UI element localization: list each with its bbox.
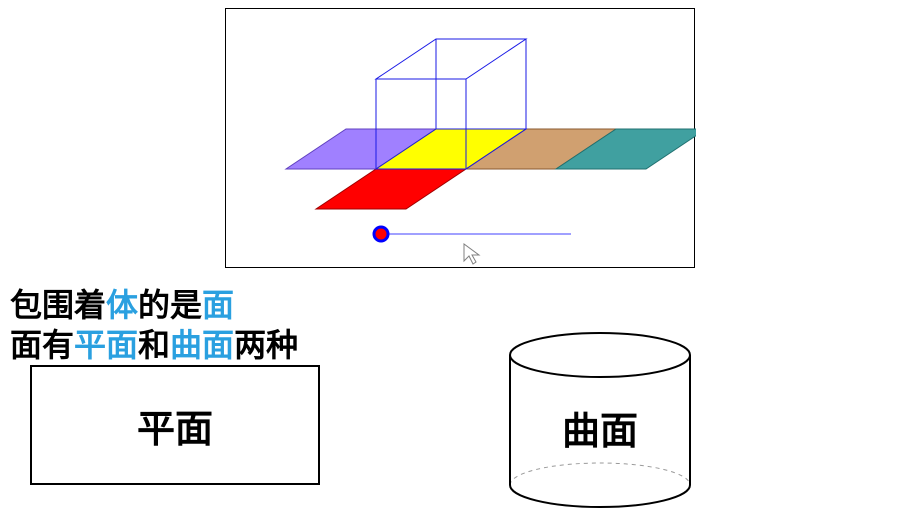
flat-plane-box: 平面 [30,365,320,485]
marker-dot-outer [374,227,388,241]
caption-seg: 和 [138,327,170,363]
caption-seg: 的是 [138,287,202,323]
top-figure-frame [225,8,695,268]
cylinder-shape: 曲面 [500,330,700,510]
flat-plane-label: 平面 [137,398,213,453]
panel-front [316,169,466,209]
caption-seg: 曲面 [170,327,234,363]
caption-line-2: 面有平面和曲面两种 [10,320,298,366]
cylinder-label: 曲面 [500,400,700,455]
caption-seg: 平面 [74,327,138,363]
caption-seg: 两种 [234,327,298,363]
caption-seg: 包围着 [10,287,106,323]
cursor-icon [464,244,479,264]
cube-net-diagram [226,9,696,269]
caption-seg: 面有 [10,327,74,363]
caption-seg: 体 [106,287,138,323]
caption-seg: 面 [202,287,234,323]
